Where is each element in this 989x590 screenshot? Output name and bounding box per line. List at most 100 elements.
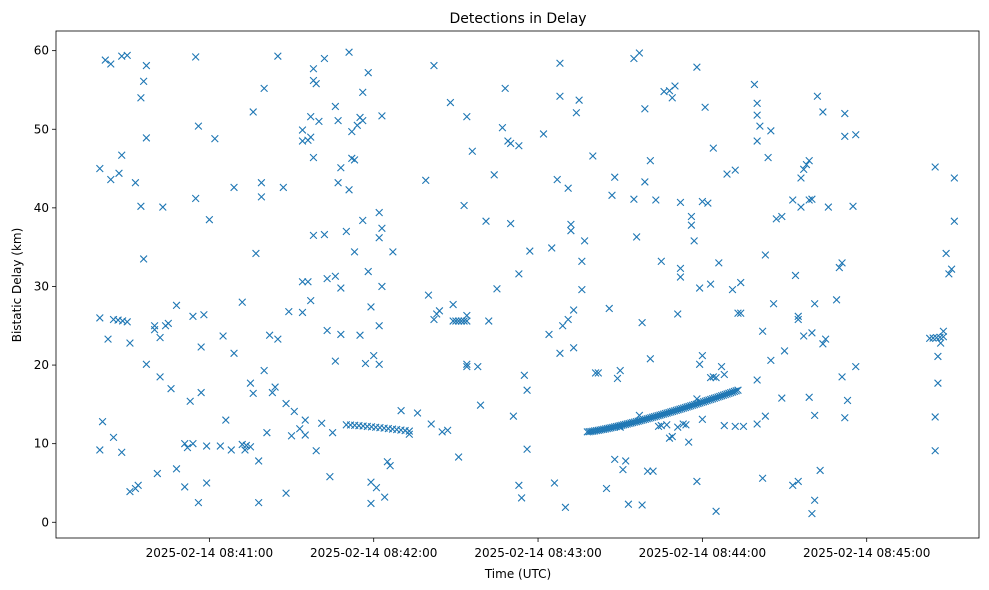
data-point-marker [732, 387, 740, 395]
data-point-marker [698, 197, 707, 206]
data-point-marker [454, 453, 463, 461]
data-point-marker [808, 329, 816, 337]
data-point-marker [126, 339, 134, 347]
data-point-marker [137, 94, 145, 102]
data-point-marker [361, 359, 370, 368]
data-point-marker [484, 317, 493, 325]
data-point-marker [632, 233, 641, 241]
data-point-marker [810, 496, 819, 505]
data-point-marker [851, 130, 860, 139]
data-point-marker [265, 331, 274, 339]
data-point-marker [613, 374, 622, 383]
data-point-marker [652, 196, 660, 204]
data-point-marker [769, 299, 778, 308]
data-point-marker [205, 215, 214, 224]
data-point-marker [257, 193, 266, 201]
data-markers [96, 48, 959, 518]
data-point-marker [159, 203, 167, 211]
data-point-marker [463, 317, 471, 325]
data-point-marker [282, 489, 290, 497]
data-point-marker [808, 195, 816, 204]
data-point-marker [117, 448, 126, 457]
data-point-marker [767, 127, 775, 135]
data-point-marker [150, 325, 159, 334]
data-point-marker [693, 63, 701, 71]
data-point-marker [364, 68, 373, 77]
x-tick-label: 2025-02-14 08:42:00 [310, 546, 437, 560]
data-point-marker [934, 352, 942, 361]
data-point-marker [695, 284, 704, 292]
data-point-marker [369, 351, 378, 360]
data-point-marker [704, 199, 712, 207]
data-point-marker [810, 299, 819, 308]
data-point-marker [476, 401, 485, 409]
data-point-marker [334, 178, 342, 187]
data-point-marker [698, 415, 707, 424]
data-point-marker [778, 212, 786, 221]
data-point-marker [679, 420, 687, 428]
data-point-marker [706, 373, 715, 382]
data-point-marker [931, 446, 939, 455]
data-point-marker [219, 332, 227, 340]
data-point-marker [797, 203, 805, 211]
data-point-marker [616, 366, 624, 375]
data-point-marker [345, 185, 353, 194]
data-point-marker [610, 455, 619, 464]
data-point-marker [931, 413, 939, 421]
data-point-marker [200, 310, 208, 319]
data-point-marker [838, 373, 846, 381]
data-point-marker [364, 267, 373, 276]
data-point-marker [358, 88, 367, 97]
data-point-marker [463, 362, 471, 371]
data-point-marker [104, 335, 112, 343]
data-point-marker [734, 386, 742, 395]
data-point-marker [331, 272, 340, 281]
data-point-marker [950, 174, 959, 182]
data-point-marker [676, 198, 685, 207]
y-tick-label: 0 [41, 515, 49, 529]
data-point-marker [358, 116, 367, 125]
data-point-marker [463, 360, 471, 369]
data-point-marker [736, 309, 745, 317]
data-point-marker [115, 169, 123, 178]
data-point-marker [252, 249, 260, 258]
data-point-marker [717, 362, 726, 371]
data-point-marker [337, 163, 345, 172]
data-point-marker [709, 144, 718, 152]
data-point-marker [753, 111, 761, 119]
data-point-marker [841, 413, 849, 422]
data-point-marker [438, 428, 446, 436]
data-point-marker [375, 321, 383, 330]
data-point-marker [673, 310, 682, 318]
data-point-marker [260, 366, 268, 375]
data-point-marker [309, 64, 318, 73]
data-point-marker [788, 196, 797, 204]
data-point-marker [246, 443, 255, 451]
data-point-marker [180, 439, 189, 448]
data-point-marker [290, 407, 299, 416]
data-point-marker [695, 360, 704, 369]
data-point-marker [509, 412, 518, 420]
data-point-marker [452, 317, 460, 325]
data-point-marker [114, 316, 122, 324]
data-point-marker [851, 362, 860, 371]
data-point-marker [197, 388, 205, 397]
data-point-marker [298, 308, 307, 317]
data-point-marker [657, 257, 666, 266]
data-point-marker [449, 300, 457, 309]
data-point-marker [194, 498, 203, 507]
data-point-marker [638, 318, 646, 327]
data-point-marker [610, 173, 619, 181]
data-point-marker [575, 96, 583, 104]
data-point-marker [750, 80, 759, 89]
data-point-marker [945, 270, 953, 278]
data-point-marker [191, 194, 200, 203]
data-point-marker [337, 330, 345, 339]
data-point-marker [671, 82, 679, 90]
data-point-marker [142, 61, 151, 70]
data-point-marker [342, 227, 351, 236]
data-point-marker [772, 215, 781, 223]
data-point-marker [682, 421, 690, 429]
data-point-marker [268, 388, 277, 397]
data-point-marker [569, 343, 578, 352]
